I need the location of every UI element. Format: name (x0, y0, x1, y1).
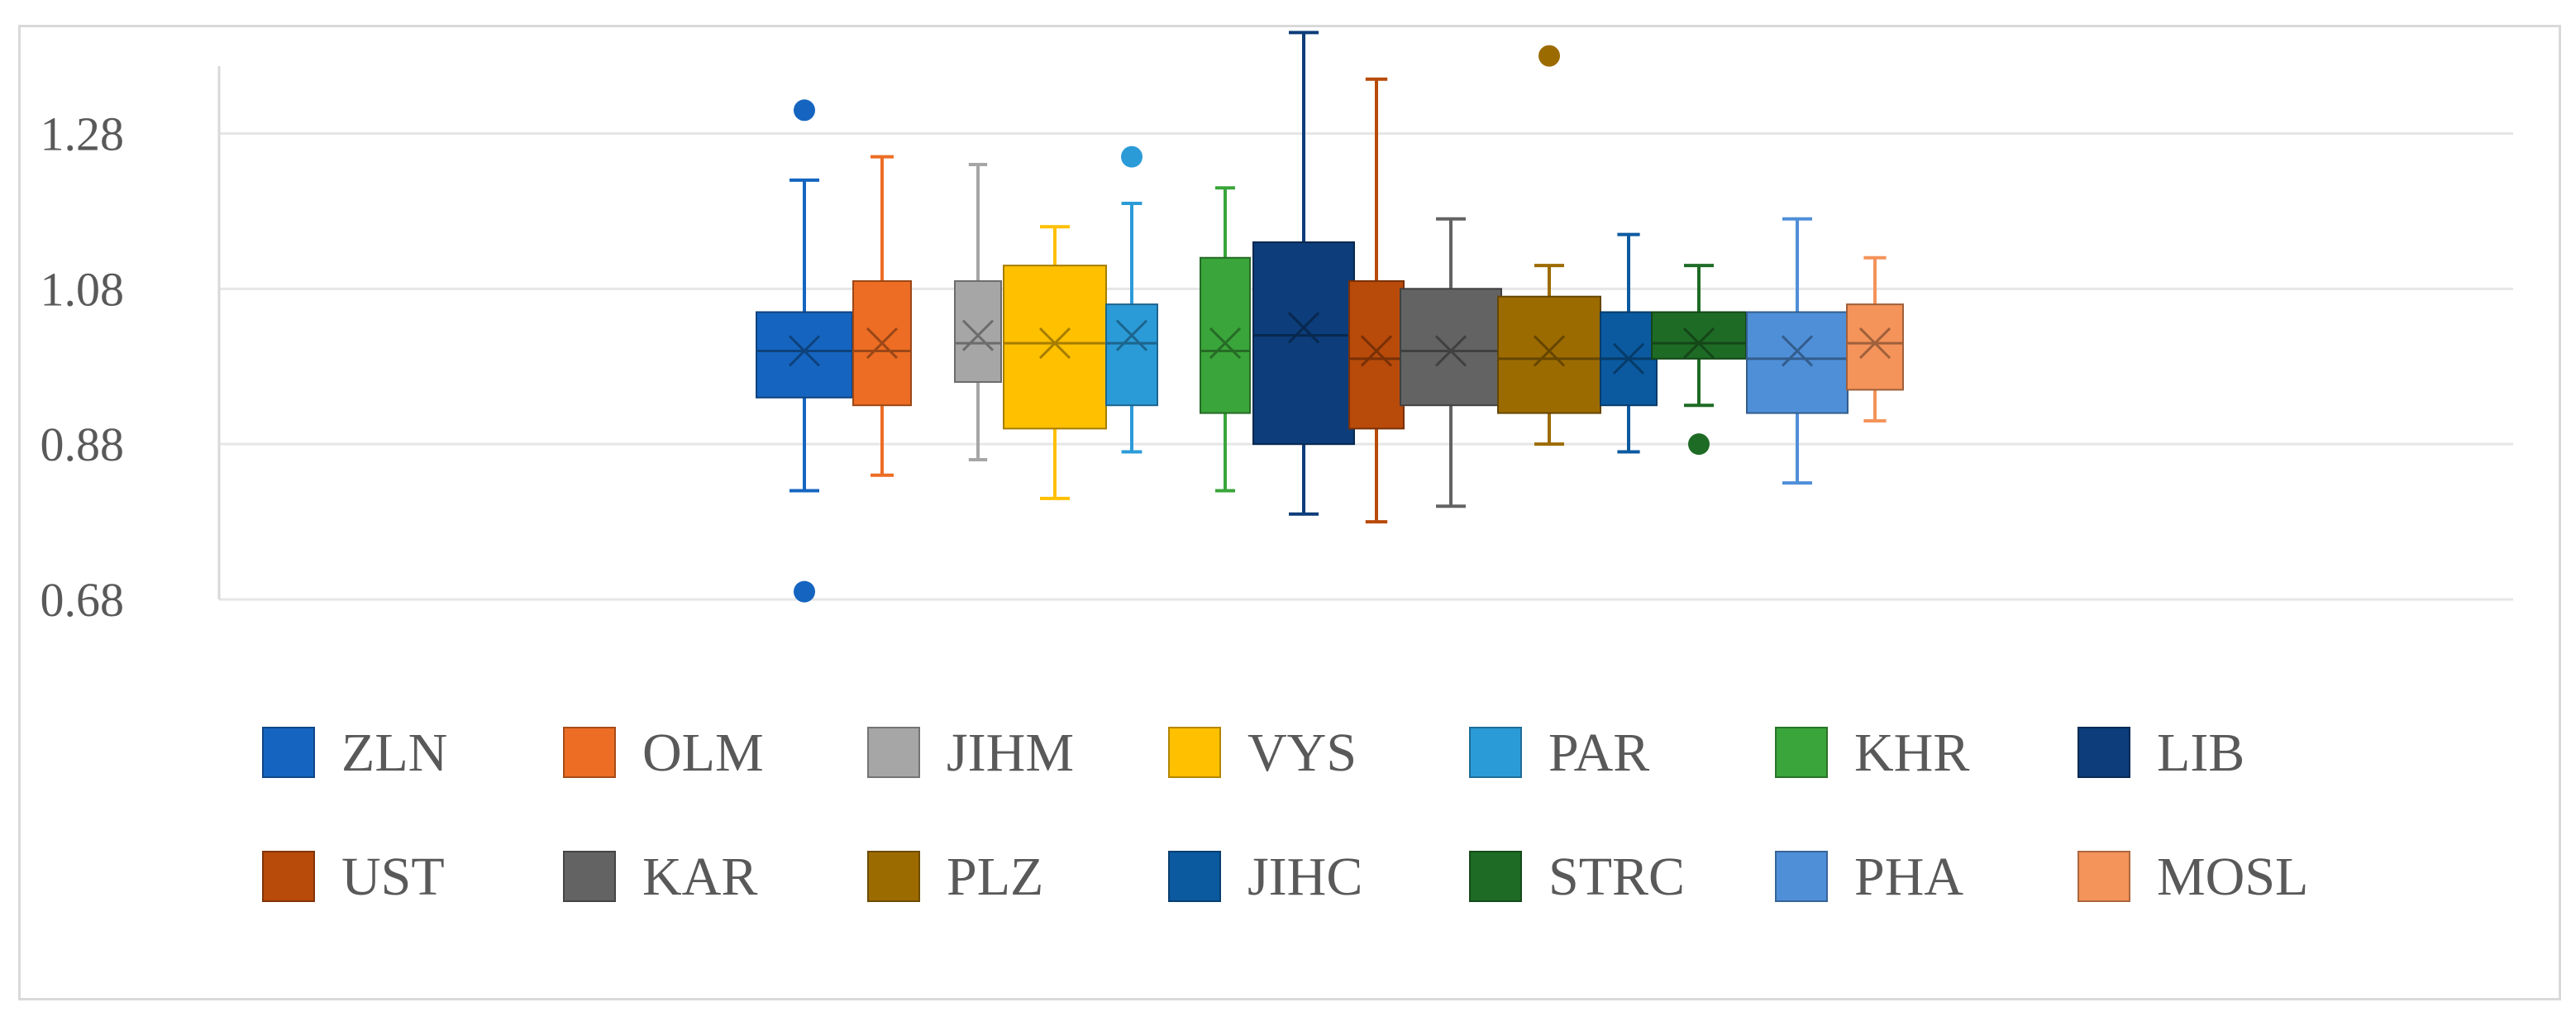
mean-marker (1038, 327, 1071, 360)
iqr-box (1746, 311, 1849, 414)
legend-item-jihc: JIHC (1168, 847, 1362, 907)
legend-swatch (1775, 727, 1828, 778)
iqr-box (1348, 279, 1405, 430)
legend-item-zln: ZLN (262, 723, 447, 783)
box-khr (1200, 186, 1251, 493)
legend-swatch (1168, 727, 1221, 778)
outlier-point (1538, 45, 1560, 67)
outlier-point (1688, 433, 1710, 456)
mean-marker (866, 327, 899, 360)
iqr-box (1651, 311, 1747, 360)
iqr-box (1846, 303, 1904, 391)
y-tick-label: 0.88 (41, 418, 125, 471)
legend: ZLN OLM JIHM VYS PAR KHR LIB UST KAR PLZ JIHC STRC P… (262, 723, 2308, 907)
mean-marker (1781, 335, 1814, 367)
mean-marker (1858, 327, 1891, 360)
y-tick-label: 1.28 (41, 107, 125, 160)
box-ust (1348, 77, 1405, 524)
legend-label: ZLN (341, 723, 447, 783)
iqr-box (954, 279, 1002, 384)
legend-swatch (2077, 727, 2130, 778)
legend-label: JIHM (947, 723, 1074, 783)
mean-marker (1209, 327, 1242, 360)
box-series (756, 31, 1904, 603)
mean-marker (1287, 312, 1320, 344)
legend-label: PHA (1854, 847, 1963, 907)
outlier-point (794, 99, 815, 122)
legend-swatch (2077, 851, 2130, 902)
outlier-point (1121, 146, 1143, 168)
legend-item-khr: KHR (1775, 723, 1969, 783)
box-olm (852, 155, 912, 477)
legend-label: KHR (1854, 723, 1969, 783)
box-par (1105, 146, 1158, 454)
box-kar (1400, 217, 1502, 508)
box-plz (1497, 45, 1601, 446)
legend-swatch (262, 727, 315, 778)
legend-label: PAR (1548, 723, 1649, 783)
legend-swatch (1168, 851, 1221, 902)
legend-label: STRC (1548, 847, 1685, 907)
iqr-box (1105, 303, 1158, 407)
legend-item-lib: LIB (2077, 723, 2244, 783)
y-axis: 0.68 0.88 1.08 1.28 (41, 66, 221, 627)
legend-item-pha: PHA (1775, 847, 1963, 907)
iqr-box (1003, 265, 1107, 430)
legend-item-mosl: MOSL (2077, 847, 2308, 907)
iqr-box (756, 311, 853, 399)
legend-item-ust: UST (262, 847, 445, 907)
legend-item-strc: STRC (1469, 847, 1685, 907)
y-tick-label: 1.08 (41, 262, 125, 316)
legend-label: VYS (1247, 723, 1357, 783)
legend-swatch (1469, 727, 1522, 778)
legend-swatch (563, 851, 616, 902)
legend-swatch (867, 727, 920, 778)
legend-swatch (1775, 851, 1828, 902)
mean-marker (1360, 335, 1393, 367)
mean-marker (1682, 327, 1715, 360)
legend-item-olm: OLM (563, 723, 764, 783)
mean-marker (1612, 342, 1645, 375)
legend-item-jihm: JIHM (867, 723, 1074, 783)
legend-swatch (1469, 851, 1522, 902)
legend-label: PLZ (947, 847, 1043, 907)
iqr-box (1400, 288, 1502, 407)
box-vys (1003, 225, 1107, 500)
legend-swatch (563, 727, 616, 778)
legend-item-par: PAR (1469, 723, 1649, 783)
legend-swatch (867, 851, 920, 902)
legend-label: UST (341, 847, 445, 907)
y-tick-label: 0.68 (41, 573, 125, 627)
box-strc (1651, 264, 1747, 456)
box-pha (1746, 217, 1849, 485)
box-lib (1252, 31, 1355, 516)
box-jihm (954, 163, 1002, 461)
mean-marker (1434, 335, 1467, 367)
legend-item-kar: KAR (563, 847, 757, 907)
legend-label: OLM (642, 723, 764, 783)
mean-marker (961, 319, 995, 351)
box-mosl (1846, 255, 1904, 422)
box-zln (756, 99, 853, 603)
legend-swatch (262, 851, 315, 902)
mean-marker (1533, 335, 1566, 367)
legend-label: LIB (2157, 723, 2244, 783)
mean-marker (1115, 319, 1148, 351)
mean-marker (788, 335, 821, 367)
legend-label: KAR (642, 847, 757, 907)
iqr-box (1252, 241, 1355, 446)
legend-label: MOSL (2157, 847, 2308, 907)
outlier-point (794, 580, 815, 603)
iqr-box (1200, 256, 1251, 414)
iqr-box (1497, 295, 1601, 414)
legend-item-vys: VYS (1168, 723, 1357, 783)
legend-item-plz: PLZ (867, 847, 1043, 907)
box-jihc (1600, 232, 1658, 454)
legend-label: JIHC (1247, 847, 1362, 907)
